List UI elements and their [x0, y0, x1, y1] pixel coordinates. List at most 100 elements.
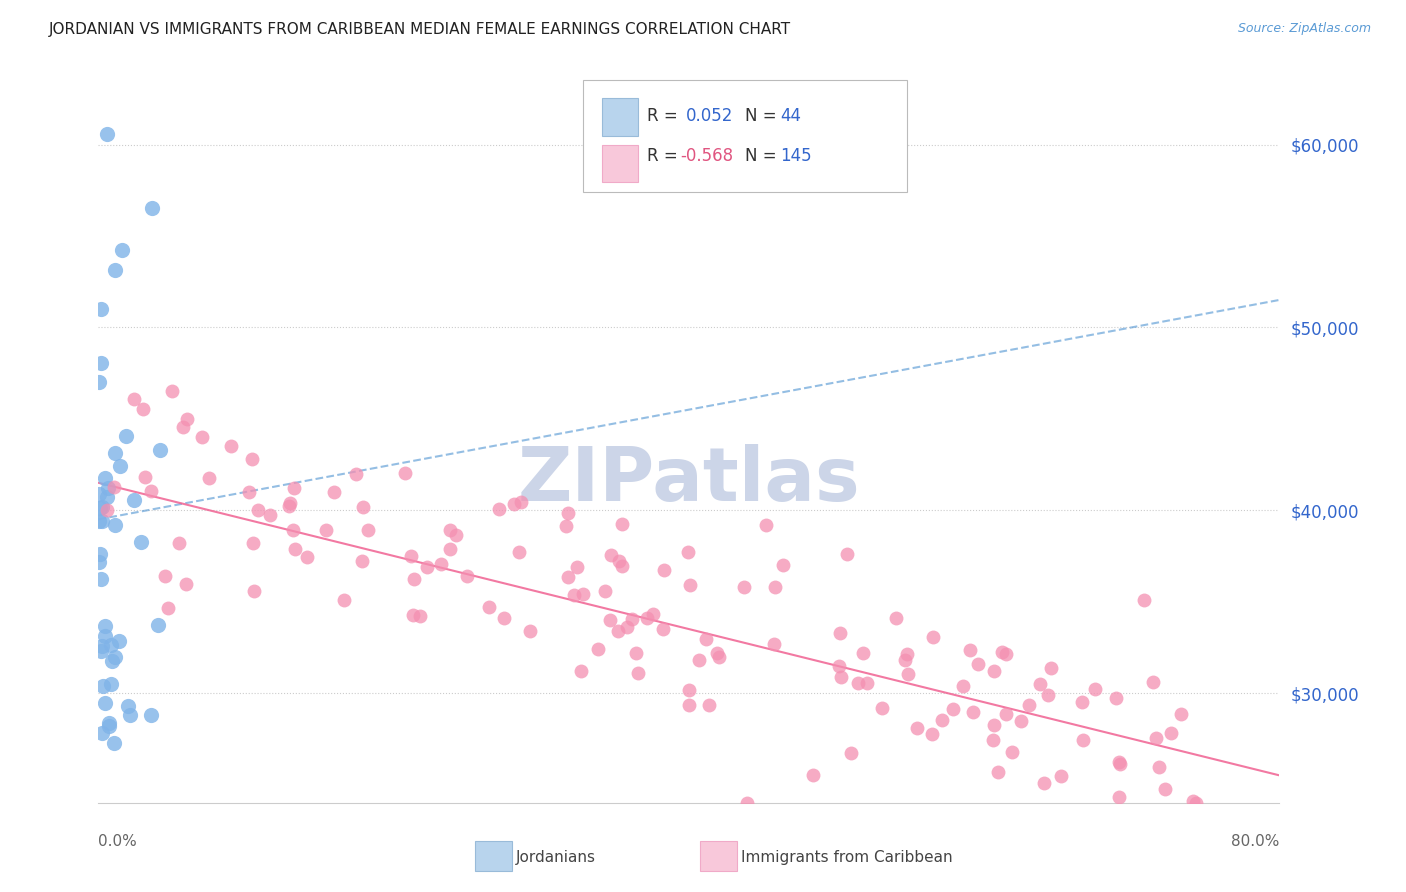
Point [1070, 695, 1092, 709]
Point [89, 500, 111, 515]
Point [238, 484, 260, 499]
Point [987, 765, 1010, 780]
Point [91, 639, 114, 653]
Point [120, 707, 142, 722]
Point [830, 670, 852, 684]
Point [827, 659, 849, 673]
Point [1108, 790, 1130, 805]
Point [93, 629, 115, 643]
Point [408, 609, 430, 624]
Point [146, 618, 169, 632]
Point [401, 549, 423, 563]
Point [942, 702, 965, 716]
Point [221, 439, 243, 453]
Point [679, 578, 702, 592]
Point [104, 650, 127, 665]
Point [1071, 733, 1094, 747]
Point [1170, 707, 1192, 722]
Point [557, 570, 579, 584]
Point [565, 559, 588, 574]
Point [478, 599, 501, 614]
Point [283, 523, 305, 537]
Point [952, 679, 974, 693]
Point [97, 482, 120, 496]
Point [97, 719, 120, 733]
Point [1001, 745, 1024, 759]
Point [841, 746, 863, 760]
Point [162, 384, 183, 399]
Point [852, 646, 875, 660]
Point [697, 698, 720, 713]
Point [114, 429, 136, 443]
Point [678, 683, 700, 698]
Point [103, 481, 125, 495]
Point [240, 452, 263, 467]
Point [96, 490, 118, 504]
Point [278, 496, 301, 510]
Point [129, 534, 152, 549]
Point [599, 548, 621, 562]
Point [627, 665, 650, 680]
Point [636, 611, 658, 625]
Point [519, 624, 541, 639]
Point [104, 446, 127, 460]
Point [394, 466, 416, 480]
Point [91, 679, 114, 693]
Point [772, 558, 794, 572]
Point [569, 664, 592, 678]
Point [1036, 688, 1059, 702]
Point [89, 547, 111, 561]
Point [1185, 796, 1208, 810]
Point [801, 768, 824, 782]
Point [172, 420, 194, 434]
Point [90, 572, 112, 586]
Point [652, 622, 675, 636]
Point [983, 664, 1005, 678]
Point [283, 482, 305, 496]
Point [492, 611, 515, 625]
Point [122, 493, 145, 508]
Point [1160, 725, 1182, 739]
Point [132, 401, 155, 416]
Point [96, 127, 118, 141]
Point [439, 523, 461, 537]
Point [117, 699, 139, 714]
Point [676, 545, 699, 559]
Point [621, 612, 644, 626]
Point [1181, 794, 1204, 808]
Text: R =: R = [647, 107, 688, 125]
Point [93, 696, 115, 710]
Point [1018, 698, 1040, 713]
Point [91, 726, 114, 740]
Point [110, 458, 132, 473]
Point [593, 584, 616, 599]
Point [706, 646, 728, 660]
Point [607, 554, 630, 568]
Point [689, 653, 711, 667]
Point [90, 514, 112, 528]
Text: N =: N = [745, 107, 782, 125]
Point [191, 430, 214, 444]
Point [995, 706, 1018, 721]
Text: 80.0%: 80.0% [1232, 834, 1279, 849]
Point [141, 201, 163, 215]
Point [763, 581, 786, 595]
Point [402, 608, 425, 623]
Point [243, 583, 266, 598]
Text: Source: ZipAtlas.com: Source: ZipAtlas.com [1237, 22, 1371, 36]
Point [616, 620, 638, 634]
Point [983, 718, 1005, 732]
Point [1108, 757, 1130, 772]
Point [100, 677, 122, 691]
Point [735, 796, 758, 810]
Point [835, 547, 858, 561]
Point [122, 392, 145, 406]
Point [1144, 731, 1167, 745]
Point [921, 630, 943, 644]
Point [990, 645, 1012, 659]
Point [416, 560, 439, 574]
Point [610, 558, 633, 573]
Point [1147, 760, 1170, 774]
Point [98, 715, 121, 730]
Point [108, 634, 131, 648]
